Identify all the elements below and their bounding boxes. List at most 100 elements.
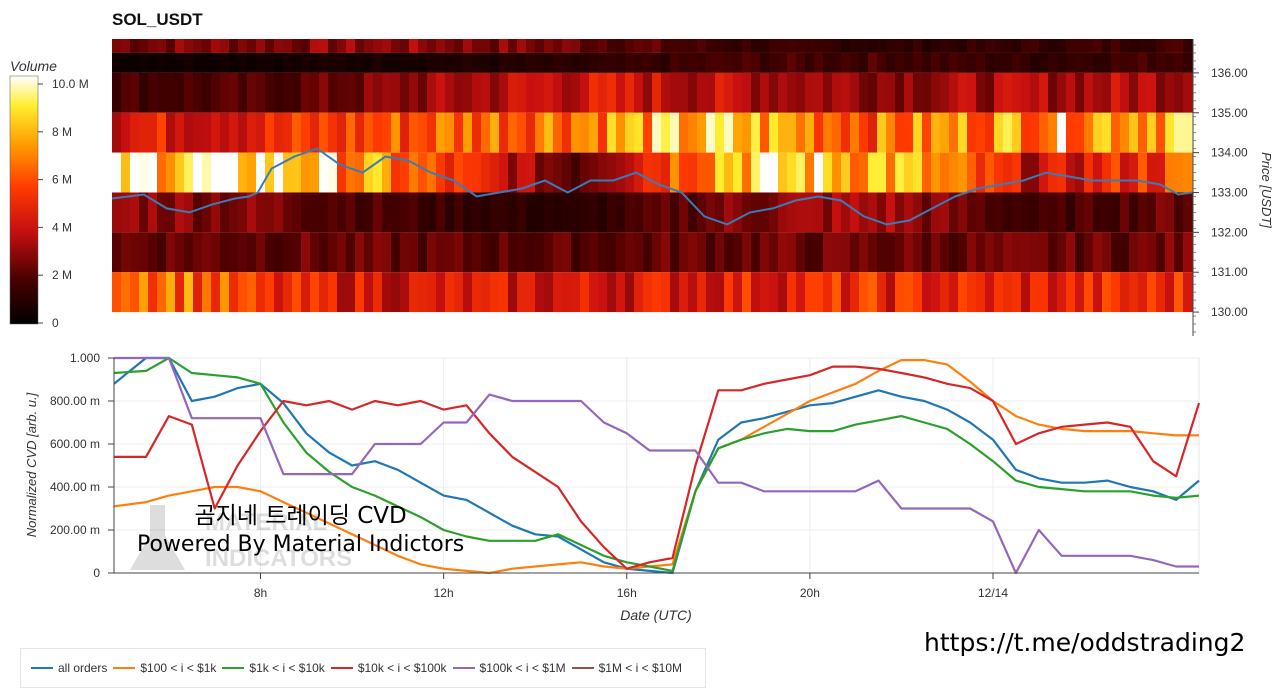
- heatmap-cell: [1057, 232, 1067, 273]
- heatmap-cell: [814, 272, 824, 313]
- heatmap-cell: [418, 52, 428, 73]
- heatmap-cell: [139, 232, 149, 273]
- heatmap-cell: [571, 272, 581, 313]
- heatmap-cell: [166, 192, 176, 233]
- heatmap-cell: [445, 72, 455, 113]
- heatmap-cell: [760, 152, 770, 193]
- heatmap-cell: [238, 39, 248, 53]
- heatmap-cell: [589, 152, 599, 193]
- heatmap-cell: [796, 112, 806, 153]
- legend: all orders $100 < i < $1k $1k < i < $10k $1…: [20, 648, 706, 688]
- heatmap-cell: [1183, 52, 1193, 73]
- heatmap-cell: [427, 112, 437, 153]
- heatmap-cell: [688, 72, 698, 113]
- heatmap-cell: [616, 152, 626, 193]
- heatmap-cell: [976, 232, 986, 273]
- heatmap-cell: [319, 272, 329, 313]
- heatmap-cell: [904, 52, 914, 73]
- legend-item[interactable]: $100k < i < $1M: [452, 661, 566, 675]
- heatmap-cell: [805, 272, 815, 313]
- legend-item[interactable]: $1M < i < $10M: [571, 661, 682, 675]
- heatmap-cell: [247, 112, 257, 153]
- heatmap-cell: [499, 52, 509, 73]
- heatmap-cell: [175, 72, 185, 113]
- heatmap-cell: [967, 232, 977, 273]
- heatmap-cell: [301, 192, 311, 233]
- heatmap-cell: [1147, 72, 1157, 113]
- heatmap-cell: [112, 52, 122, 73]
- heatmap-cell: [544, 272, 554, 313]
- heatmap-cell: [724, 192, 734, 233]
- heatmap-cell: [211, 52, 221, 73]
- cvd-y-axis: 0 200.00 m 400.00 m 600.00 m 800.00 m 1.000: [50, 351, 115, 580]
- heatmap-cell: [409, 272, 419, 313]
- heatmap-cell: [877, 72, 887, 113]
- heatmap-cell: [679, 72, 689, 113]
- heatmap-cell: [121, 232, 131, 273]
- heatmap-cell: [535, 39, 545, 53]
- heatmap-cell: [382, 72, 392, 113]
- heatmap-cell: [121, 192, 131, 233]
- heatmap-cell: [1012, 192, 1022, 233]
- heatmap-cell: [472, 192, 482, 233]
- heatmap-cell: [895, 39, 905, 53]
- watermark-line2: Powered By Material Indictors: [137, 531, 465, 557]
- legend-item[interactable]: $10k < i < $100k: [330, 661, 447, 675]
- heatmap-cell: [490, 52, 500, 73]
- heatmap-cell: [1093, 39, 1103, 53]
- legend-item[interactable]: $100 < i < $1k: [113, 661, 216, 675]
- heatmap-cell: [238, 192, 248, 233]
- heatmap-cell: [1066, 112, 1076, 153]
- cvd-y-axis-label: Normalized CVD [arb. u.]: [24, 392, 39, 537]
- heatmap-cell: [796, 232, 806, 273]
- heatmap-cell: [1147, 232, 1157, 273]
- heatmap-cell: [301, 72, 311, 113]
- heatmap-cell: [427, 232, 437, 273]
- heatmap-cell: [877, 112, 887, 153]
- heatmap-cell: [148, 232, 158, 273]
- heatmap-cell: [499, 192, 509, 233]
- heatmap-cell: [1039, 272, 1049, 313]
- heatmap-cell: [202, 39, 212, 53]
- heatmap-cell: [292, 112, 302, 153]
- heatmap-cell: [562, 52, 572, 73]
- heatmap-cell: [985, 232, 995, 273]
- heatmap-cell: [823, 39, 833, 53]
- heatmap-cell: [1147, 152, 1157, 193]
- heatmap-cell: [733, 39, 743, 53]
- heatmap-cell: [1093, 232, 1103, 273]
- heatmap-cell: [238, 272, 248, 313]
- heatmap-cell: [544, 232, 554, 273]
- legend-item[interactable]: all orders: [31, 661, 107, 675]
- heatmap-cell: [274, 39, 284, 53]
- heatmap-cell: [1165, 192, 1175, 233]
- heatmap-cell: [373, 192, 383, 233]
- heatmap-cell: [112, 112, 122, 153]
- heatmap-cell: [922, 272, 932, 313]
- colorbar-tick-label: 2 M: [52, 268, 72, 282]
- legend-item[interactable]: $1k < i < $10k: [222, 661, 325, 675]
- heatmap-cell: [904, 272, 914, 313]
- heatmap-cell: [319, 52, 329, 73]
- heatmap-cell: [805, 72, 815, 113]
- heatmap-cell: [769, 52, 779, 73]
- heatmap-cell: [832, 232, 842, 273]
- heatmap-cell: [814, 52, 824, 73]
- heatmap-cell: [625, 112, 635, 153]
- heatmap-cell: [193, 39, 203, 53]
- heatmap-cell: [625, 52, 635, 73]
- heatmap-cell: [1048, 232, 1058, 273]
- heatmap-cell: [742, 152, 752, 193]
- heatmap-cell: [337, 192, 347, 233]
- heatmap-cell: [1102, 192, 1112, 233]
- heatmap-cell: [292, 52, 302, 73]
- heatmap-cell: [1129, 272, 1139, 313]
- colorbar-tick-label: 10.0 M: [52, 77, 89, 91]
- heatmap-cell: [769, 232, 779, 273]
- heatmap-cell: [1012, 232, 1022, 273]
- telegram-link[interactable]: https://t.me/oddstrading2: [924, 628, 1246, 657]
- heatmap-cell: [742, 39, 752, 53]
- heatmap-cell: [481, 52, 491, 73]
- cvd-y-tick-label: 200.00 m: [50, 523, 100, 537]
- heatmap-cell: [967, 272, 977, 313]
